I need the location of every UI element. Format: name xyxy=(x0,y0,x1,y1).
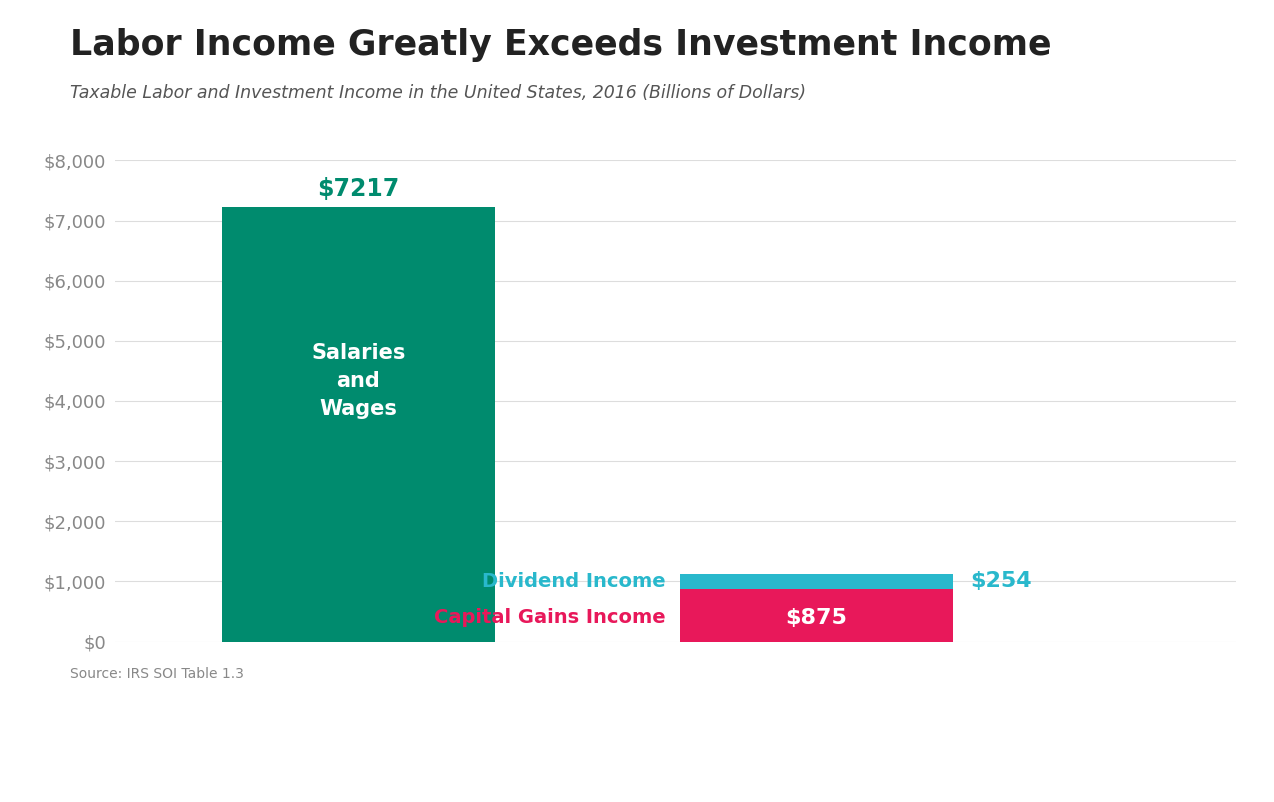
Bar xyxy=(680,589,953,642)
Text: Taxable Labor and Investment Income in the United States, 2016 (Billions of Doll: Taxable Labor and Investment Income in t… xyxy=(70,84,806,102)
Text: $875: $875 xyxy=(786,608,847,628)
Text: $7217: $7217 xyxy=(317,177,400,201)
Text: TAX FOUNDATION: TAX FOUNDATION xyxy=(23,764,229,783)
Text: Capital Gains Income: Capital Gains Income xyxy=(434,609,665,627)
Text: Labor Income Greatly Exceeds Investment Income: Labor Income Greatly Exceeds Investment … xyxy=(70,28,1051,62)
Text: Source: IRS SOI Table 1.3: Source: IRS SOI Table 1.3 xyxy=(70,667,243,681)
Text: Salaries
and
Wages: Salaries and Wages xyxy=(311,343,405,419)
Bar xyxy=(680,573,953,589)
Text: $254: $254 xyxy=(971,571,1032,591)
Text: @TaxFoundation: @TaxFoundation xyxy=(1103,764,1251,782)
Bar xyxy=(222,208,494,642)
Text: Dividend Income: Dividend Income xyxy=(482,572,665,591)
